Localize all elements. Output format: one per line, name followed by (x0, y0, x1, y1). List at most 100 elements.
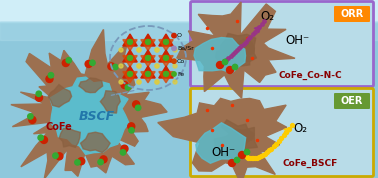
Circle shape (173, 80, 177, 84)
Polygon shape (123, 66, 137, 78)
Circle shape (119, 64, 123, 68)
Circle shape (234, 157, 240, 163)
Circle shape (173, 64, 177, 68)
Circle shape (172, 33, 176, 38)
Circle shape (48, 73, 54, 78)
Circle shape (119, 48, 123, 52)
Polygon shape (216, 45, 250, 72)
Text: O₂: O₂ (293, 122, 307, 135)
Polygon shape (141, 56, 155, 67)
Circle shape (62, 59, 69, 67)
Circle shape (164, 40, 169, 44)
Text: OER: OER (341, 96, 363, 106)
Circle shape (137, 64, 141, 68)
Circle shape (164, 72, 169, 77)
Text: CoFe: CoFe (46, 122, 72, 132)
Text: OH⁻: OH⁻ (212, 146, 236, 159)
Circle shape (172, 59, 176, 63)
Circle shape (155, 80, 159, 84)
Circle shape (100, 156, 107, 163)
Circle shape (90, 60, 95, 66)
Circle shape (137, 64, 141, 68)
FancyBboxPatch shape (334, 93, 370, 109)
Text: CoFe_Co-N-C: CoFe_Co-N-C (278, 70, 342, 80)
Polygon shape (159, 72, 173, 83)
Circle shape (226, 67, 234, 74)
Polygon shape (48, 85, 71, 107)
Circle shape (120, 150, 126, 155)
Circle shape (38, 135, 43, 140)
Circle shape (135, 105, 141, 111)
Circle shape (217, 62, 223, 69)
FancyBboxPatch shape (191, 1, 373, 87)
Circle shape (155, 80, 159, 84)
Circle shape (155, 48, 159, 52)
Circle shape (146, 40, 150, 44)
Circle shape (155, 64, 159, 68)
Polygon shape (227, 127, 257, 154)
Circle shape (85, 61, 92, 67)
Polygon shape (123, 72, 137, 83)
Circle shape (155, 48, 159, 52)
Circle shape (36, 91, 42, 96)
Circle shape (36, 94, 43, 101)
Polygon shape (159, 34, 173, 46)
Polygon shape (123, 34, 137, 46)
Circle shape (137, 48, 141, 52)
Text: ORR: ORR (340, 9, 364, 19)
Polygon shape (141, 34, 155, 46)
Circle shape (222, 59, 228, 65)
Polygon shape (158, 98, 287, 178)
Polygon shape (177, 2, 295, 98)
Circle shape (121, 145, 128, 152)
Circle shape (228, 159, 235, 166)
Text: CoFe_BSCF: CoFe_BSCF (282, 158, 338, 167)
Polygon shape (59, 129, 80, 147)
Circle shape (127, 72, 133, 77)
Polygon shape (141, 72, 155, 83)
Text: Ba/Sr: Ba/Sr (177, 46, 194, 51)
Polygon shape (123, 50, 137, 62)
Polygon shape (159, 50, 173, 62)
Circle shape (121, 82, 128, 88)
Circle shape (155, 64, 159, 68)
Polygon shape (123, 40, 137, 51)
Text: Co: Co (177, 59, 185, 64)
Circle shape (133, 101, 139, 108)
Polygon shape (194, 38, 246, 73)
Circle shape (164, 56, 169, 61)
FancyBboxPatch shape (334, 6, 370, 22)
Polygon shape (196, 123, 246, 163)
Circle shape (127, 56, 133, 61)
Text: OH⁻: OH⁻ (285, 35, 309, 48)
Text: O₂: O₂ (260, 11, 274, 23)
Circle shape (119, 80, 123, 84)
Circle shape (75, 160, 80, 165)
Polygon shape (141, 50, 155, 62)
Circle shape (146, 72, 150, 77)
Circle shape (146, 56, 150, 61)
Circle shape (29, 116, 36, 123)
Circle shape (113, 64, 118, 70)
Polygon shape (214, 134, 251, 159)
Circle shape (108, 63, 115, 70)
Circle shape (232, 64, 238, 70)
Circle shape (244, 149, 250, 155)
FancyBboxPatch shape (191, 88, 373, 177)
Circle shape (53, 153, 58, 158)
Circle shape (128, 123, 135, 130)
Text: O: O (177, 33, 182, 38)
Circle shape (125, 85, 130, 90)
Text: BSCF: BSCF (79, 111, 115, 124)
Polygon shape (223, 39, 257, 62)
Circle shape (239, 151, 245, 158)
Circle shape (127, 40, 133, 44)
Polygon shape (159, 40, 173, 51)
Circle shape (137, 80, 141, 84)
Circle shape (98, 159, 103, 165)
Circle shape (172, 72, 176, 76)
Polygon shape (100, 91, 120, 113)
Polygon shape (220, 33, 256, 59)
Polygon shape (50, 77, 129, 154)
Polygon shape (81, 132, 110, 153)
